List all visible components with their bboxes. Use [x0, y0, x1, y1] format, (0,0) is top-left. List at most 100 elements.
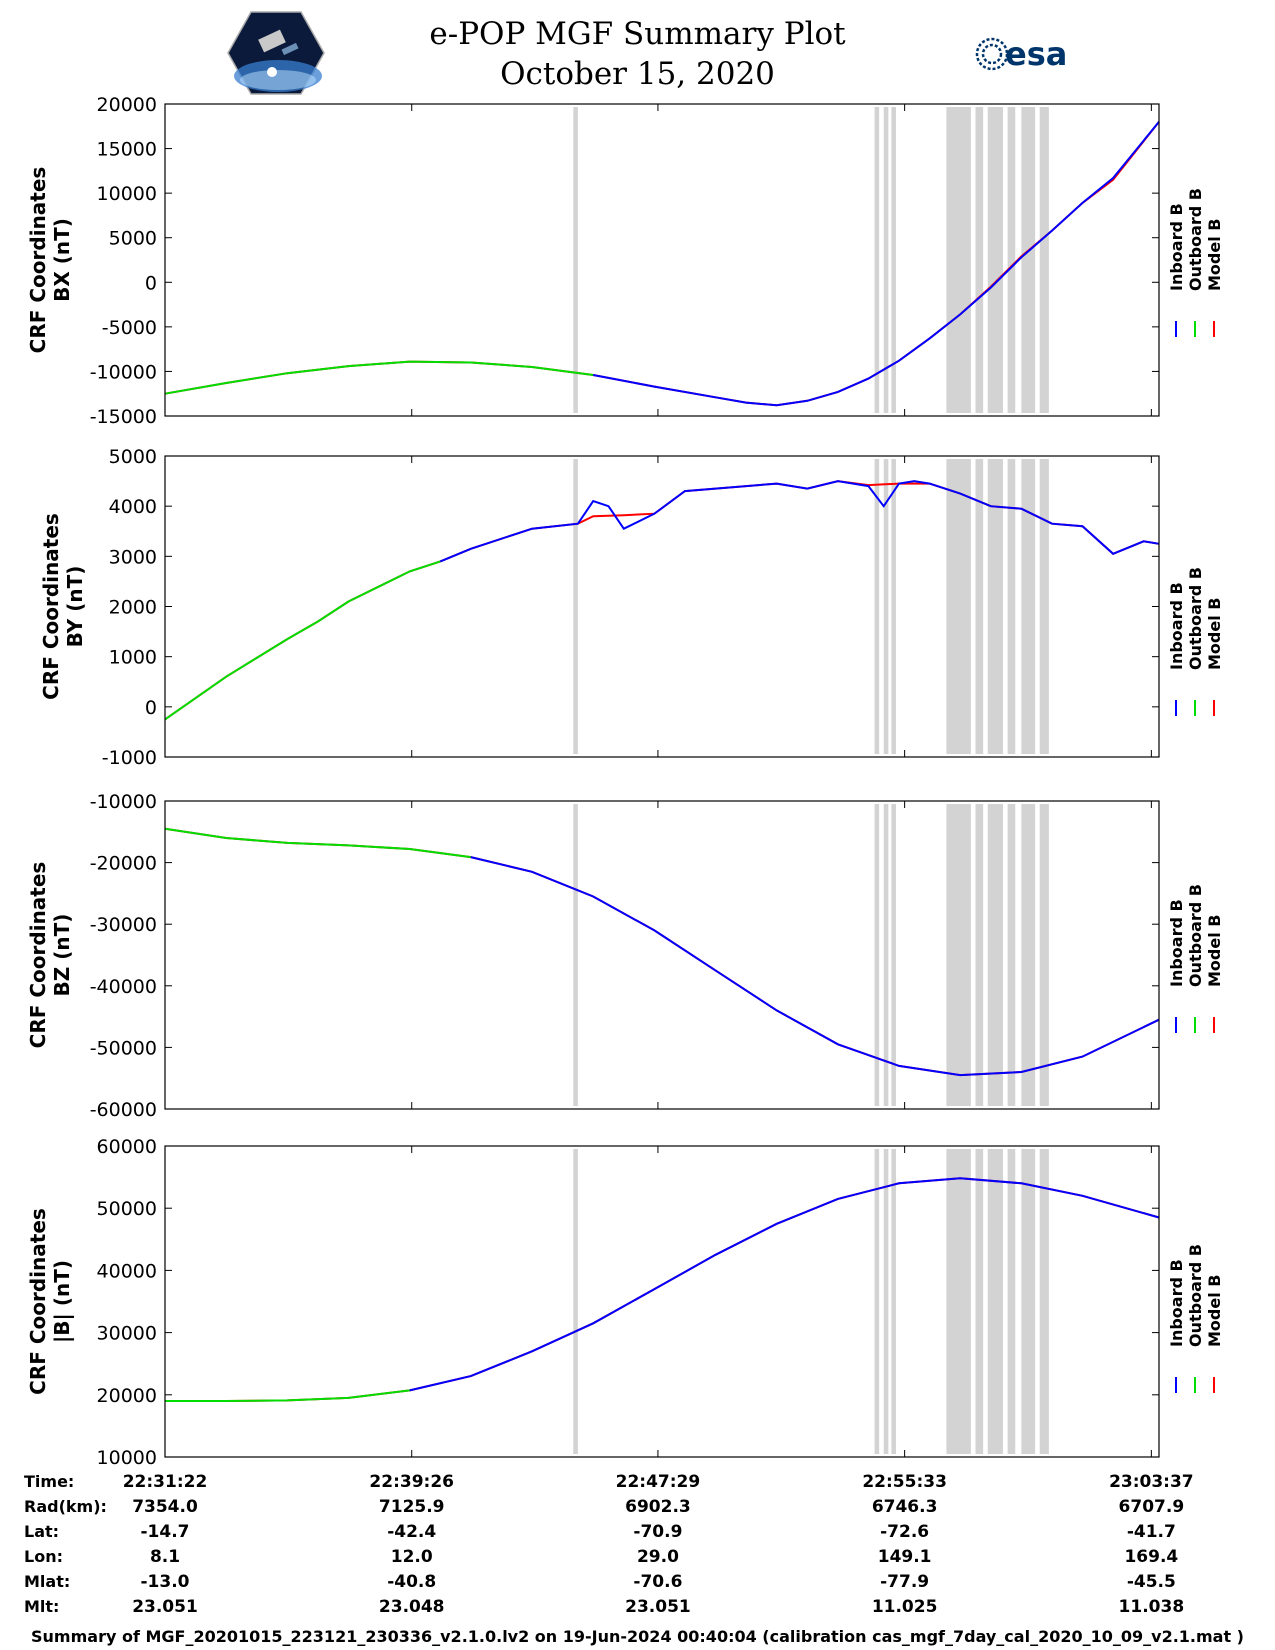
y-tick-label: 30000: [97, 1323, 157, 1345]
y-axis-label-line2: BZ (nT): [50, 914, 74, 997]
data-gap-band: [573, 804, 578, 1106]
ephemeris-cell: -42.4: [387, 1522, 436, 1542]
y-axis-label-line1: CRF Coordinates: [26, 167, 50, 354]
ephemeris-cell: 169.4: [1124, 1547, 1178, 1567]
y-tick-label: 10000: [97, 183, 157, 205]
ephemeris-cell: 22:31:22: [123, 1472, 208, 1492]
y-tick-label: 50000: [97, 1198, 157, 1220]
plot-title-block: e-POP MGF Summary Plot October 15, 2020: [0, 14, 1275, 94]
data-gap-band: [975, 804, 984, 1106]
y-tick-label: 4000: [109, 496, 157, 518]
y-axis-label-line2: BY (nT): [63, 566, 87, 648]
y-tick-label: 20000: [97, 1385, 157, 1407]
plot-date: October 15, 2020: [500, 56, 775, 92]
esa-logo: esa: [975, 35, 1067, 73]
ephemeris-cell: -70.9: [633, 1522, 682, 1542]
data-gap-band: [946, 107, 971, 413]
series-inboard-b: [409, 1177, 1160, 1392]
data-gap-band: [975, 107, 984, 413]
data-gap-band: [975, 1149, 984, 1454]
y-axis-label-line2: BX (nT): [50, 218, 74, 302]
plot-frame-2: [164, 455, 1160, 758]
ephemeris-cell: 6902.3: [625, 1497, 691, 1517]
plot-frame-4: [164, 1145, 1160, 1458]
legend-label: Outboard B: [1186, 1244, 1205, 1347]
legend-label: Outboard B: [1186, 884, 1205, 987]
data-gap-band: [987, 107, 1004, 413]
y-tick-label: 1000: [109, 647, 157, 669]
y-axis-label-line1: CRF Coordinates: [26, 862, 50, 1049]
ephemeris-cell: -40.8: [387, 1572, 436, 1592]
ephemeris-cell: -70.6: [633, 1572, 682, 1592]
data-gap-band: [975, 459, 984, 754]
data-gap-band: [987, 1149, 1004, 1454]
ephemeris-cell: 22:39:26: [369, 1472, 454, 1492]
y-tick-label: 5000: [109, 228, 157, 250]
legend-label: Inboard B: [1167, 899, 1186, 987]
ephemeris-cell: -45.5: [1127, 1572, 1176, 1592]
y-tick-label: 2000: [109, 597, 157, 619]
ephemeris-row-label: Mlat:: [24, 1572, 70, 1591]
data-gap-band: [891, 459, 896, 754]
ephemeris-cell: -72.6: [880, 1522, 929, 1542]
data-gap-band: [891, 804, 896, 1106]
ephemeris-cell: 11.038: [1119, 1597, 1185, 1617]
data-gap-band: [1039, 804, 1049, 1106]
plot-frame-3: [164, 800, 1160, 1110]
ephemeris-row-label: Mlt:: [24, 1597, 59, 1616]
data-gap-band: [1007, 459, 1016, 754]
data-gap-band: [1039, 107, 1049, 413]
legend-label: Model B: [1205, 1275, 1224, 1347]
data-gap-band: [1021, 1149, 1036, 1454]
series-outboard-b: [164, 560, 441, 721]
data-gap-band: [987, 459, 1004, 754]
ephemeris-cell: 8.1: [150, 1547, 180, 1567]
data-gap-band: [874, 459, 880, 754]
y-tick-label: 3000: [109, 546, 157, 568]
ephemeris-cell: 12.0: [391, 1547, 433, 1567]
y-axis-label-line1: CRF Coordinates: [39, 513, 63, 700]
ephemeris-row-label: Lon:: [24, 1547, 63, 1566]
data-gap-band: [891, 107, 896, 413]
data-gap-band: [1007, 804, 1016, 1106]
y-axis-label-line1: CRF Coordinates: [26, 1208, 50, 1395]
series-inboard-b: [439, 480, 1160, 563]
ephemeris-cell: 7354.0: [132, 1497, 198, 1517]
data-gap-band: [1007, 1149, 1016, 1454]
y-tick-label: 5000: [109, 446, 157, 468]
series-outboard-b: [165, 1389, 410, 1402]
data-gap-band: [946, 804, 971, 1106]
legend-label: Outboard B: [1186, 188, 1205, 291]
data-gap-band: [891, 1149, 896, 1454]
data-gap-band: [874, 804, 880, 1106]
esa-logo-text: esa: [1005, 35, 1067, 73]
data-gap-band: [874, 1149, 880, 1454]
ephemeris-row-label: Rad(km):: [24, 1497, 107, 1516]
legend-label: Model B: [1205, 915, 1224, 987]
y-tick-label: 15000: [97, 139, 157, 161]
ephemeris-row-label: Lat:: [24, 1522, 59, 1541]
cassiope-logo: [227, 11, 325, 95]
data-gap-band: [1021, 459, 1036, 754]
ephemeris-cell: -14.7: [141, 1522, 190, 1542]
series-inboard-b: [470, 856, 1160, 1077]
ephemeris-cell: 6707.9: [1119, 1497, 1185, 1517]
y-tick-label: 40000: [97, 1260, 157, 1282]
series-outboard-b: [164, 360, 594, 395]
footer-caption: Summary of MGF_20201015_223121_230336_v2…: [31, 1627, 1244, 1646]
ephemeris-cell: 22:47:29: [616, 1472, 701, 1492]
ephemeris-cell: 23:03:37: [1109, 1472, 1194, 1492]
data-gap-band: [573, 1149, 578, 1454]
ephemeris-cell: 23.051: [132, 1597, 198, 1617]
series-outboard-b: [164, 827, 471, 859]
y-tick-label: -5000: [102, 317, 157, 339]
data-gap-band: [946, 459, 971, 754]
ephemeris-cell: 6746.3: [872, 1497, 938, 1517]
plot-frame-1: [164, 103, 1160, 417]
data-gap-band: [1021, 107, 1036, 413]
y-tick-label: 20000: [97, 94, 157, 116]
legend-label: Inboard B: [1167, 1259, 1186, 1347]
data-gap-band: [883, 459, 889, 754]
ephemeris-cell: 23.048: [379, 1597, 445, 1617]
